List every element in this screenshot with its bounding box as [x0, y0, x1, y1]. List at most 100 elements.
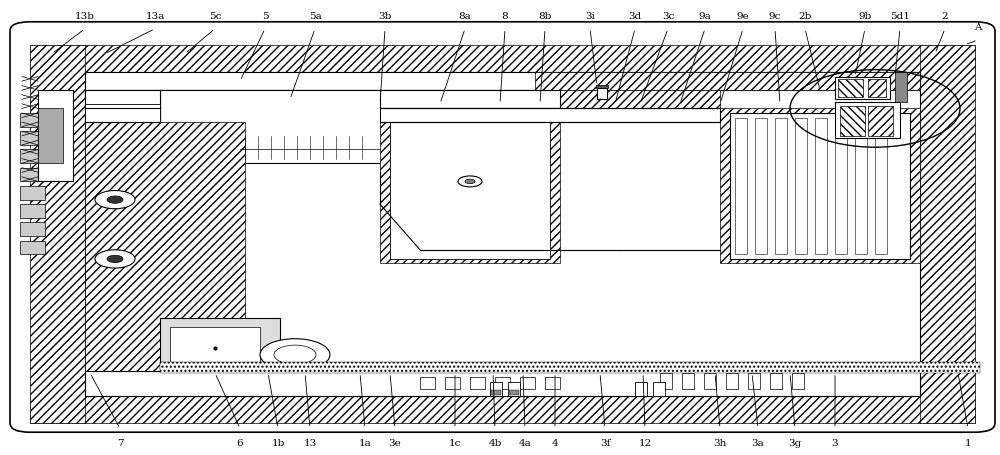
Bar	[660, 373, 672, 389]
Text: 6: 6	[237, 438, 243, 447]
Bar	[704, 373, 716, 389]
Bar	[509, 390, 519, 395]
Text: 3f: 3f	[600, 438, 610, 447]
Bar	[770, 373, 782, 389]
Text: 3d: 3d	[628, 11, 642, 20]
Text: 3b: 3b	[378, 11, 392, 20]
Bar	[85, 105, 160, 123]
Text: 13a: 13a	[145, 11, 165, 20]
Bar	[20, 150, 45, 164]
Bar	[85, 73, 920, 396]
Bar	[720, 109, 920, 264]
Bar	[792, 373, 804, 389]
Text: 4: 4	[552, 438, 558, 447]
FancyBboxPatch shape	[10, 23, 995, 432]
Bar	[30, 46, 85, 423]
Circle shape	[260, 339, 330, 371]
Bar	[38, 109, 63, 164]
Bar	[85, 91, 535, 109]
Text: 1c: 1c	[449, 438, 461, 447]
Text: 13: 13	[303, 438, 317, 447]
Text: 8: 8	[502, 11, 508, 20]
Circle shape	[95, 250, 135, 268]
Text: 9b: 9b	[858, 11, 872, 20]
Text: 3c: 3c	[662, 11, 674, 20]
Bar	[390, 114, 550, 259]
Text: 1a: 1a	[359, 438, 371, 447]
Bar	[868, 80, 886, 98]
Text: 2b: 2b	[798, 11, 812, 20]
Bar	[20, 187, 45, 200]
Bar	[840, 107, 865, 136]
Bar	[755, 118, 767, 255]
Text: 3g: 3g	[788, 438, 802, 447]
Bar	[20, 205, 45, 218]
Text: 9e: 9e	[737, 11, 749, 20]
Text: 4b: 4b	[488, 438, 502, 447]
Bar	[20, 114, 45, 127]
Bar	[20, 132, 45, 146]
Text: A: A	[974, 23, 982, 32]
Bar	[160, 318, 280, 373]
Bar	[735, 118, 747, 255]
Bar	[20, 241, 45, 255]
Bar	[491, 390, 501, 395]
Text: 3h: 3h	[713, 438, 727, 447]
Bar	[726, 373, 738, 389]
Text: 3e: 3e	[389, 438, 401, 447]
Bar	[85, 371, 920, 396]
Text: 3: 3	[832, 438, 838, 447]
Text: 3i: 3i	[585, 11, 595, 20]
Bar	[495, 378, 510, 389]
Bar	[520, 378, 535, 389]
Text: 5: 5	[262, 11, 268, 20]
Bar	[380, 91, 560, 109]
Text: 3a: 3a	[752, 438, 764, 447]
Text: 9a: 9a	[699, 11, 711, 20]
Bar	[160, 362, 980, 373]
Bar	[160, 91, 440, 164]
Bar	[380, 109, 720, 123]
Bar	[380, 109, 560, 264]
Bar	[920, 46, 975, 423]
Text: 5c: 5c	[209, 11, 221, 20]
Bar	[835, 102, 900, 139]
Bar	[895, 73, 907, 102]
Bar	[835, 118, 847, 255]
Bar	[30, 396, 975, 423]
Text: 8b: 8b	[538, 11, 552, 20]
Bar	[420, 378, 435, 389]
Bar	[868, 107, 893, 136]
Bar	[85, 73, 920, 91]
Bar	[535, 91, 720, 109]
Bar	[835, 77, 890, 100]
Bar	[682, 373, 694, 389]
Bar	[855, 118, 867, 255]
Bar	[775, 118, 787, 255]
Circle shape	[107, 256, 123, 263]
Text: 12: 12	[638, 438, 652, 447]
Bar	[38, 91, 73, 182]
Bar	[596, 86, 608, 89]
Bar	[545, 378, 560, 389]
Bar	[445, 378, 460, 389]
Bar	[875, 118, 887, 255]
Text: 8a: 8a	[459, 11, 471, 20]
Circle shape	[95, 191, 135, 209]
Circle shape	[465, 180, 475, 184]
Bar	[535, 73, 920, 91]
Circle shape	[107, 197, 123, 204]
Bar	[838, 80, 863, 98]
Bar	[85, 91, 160, 123]
Bar	[508, 382, 520, 396]
Text: 4a: 4a	[519, 438, 531, 447]
Text: 1b: 1b	[271, 438, 285, 447]
Bar	[30, 46, 975, 73]
Bar	[20, 168, 45, 182]
Bar	[170, 328, 260, 369]
Bar	[470, 378, 485, 389]
Circle shape	[458, 177, 482, 187]
Text: 5d1: 5d1	[890, 11, 910, 20]
Text: 13b: 13b	[75, 11, 95, 20]
Bar	[635, 382, 647, 396]
